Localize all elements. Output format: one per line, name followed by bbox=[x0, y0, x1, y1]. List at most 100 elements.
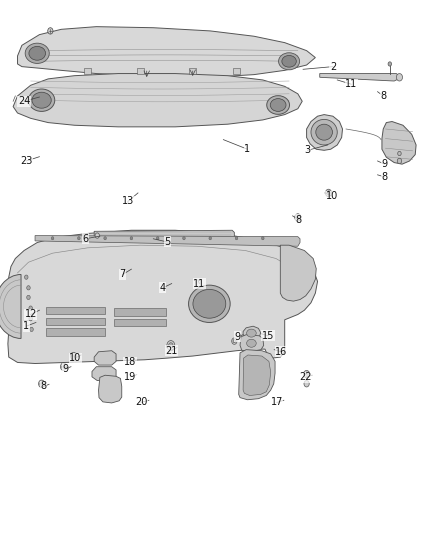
Circle shape bbox=[397, 158, 402, 164]
Circle shape bbox=[304, 370, 310, 378]
Text: 4: 4 bbox=[160, 283, 166, 293]
Polygon shape bbox=[8, 230, 318, 364]
Polygon shape bbox=[99, 375, 122, 403]
Polygon shape bbox=[114, 319, 166, 326]
Text: 19: 19 bbox=[124, 372, 137, 382]
Ellipse shape bbox=[188, 285, 230, 322]
Polygon shape bbox=[240, 335, 264, 352]
Circle shape bbox=[71, 352, 77, 360]
Ellipse shape bbox=[247, 329, 256, 337]
Circle shape bbox=[51, 237, 54, 240]
Ellipse shape bbox=[267, 96, 290, 115]
Text: 6: 6 bbox=[82, 234, 88, 244]
Polygon shape bbox=[114, 308, 166, 316]
Text: 3: 3 bbox=[304, 146, 311, 155]
Circle shape bbox=[261, 237, 264, 240]
Wedge shape bbox=[0, 274, 21, 338]
Circle shape bbox=[39, 380, 45, 387]
Polygon shape bbox=[35, 236, 300, 246]
Polygon shape bbox=[46, 307, 105, 314]
Polygon shape bbox=[320, 74, 399, 81]
Text: 1: 1 bbox=[244, 144, 251, 154]
Circle shape bbox=[233, 340, 236, 343]
Polygon shape bbox=[13, 74, 302, 127]
Circle shape bbox=[29, 306, 32, 310]
Circle shape bbox=[232, 338, 237, 344]
Text: 21: 21 bbox=[166, 346, 178, 356]
Text: 11: 11 bbox=[193, 279, 205, 288]
Circle shape bbox=[167, 341, 175, 350]
Text: 10: 10 bbox=[326, 191, 338, 201]
Circle shape bbox=[235, 237, 238, 240]
Circle shape bbox=[30, 327, 33, 332]
Circle shape bbox=[48, 28, 53, 34]
Circle shape bbox=[295, 214, 301, 221]
Circle shape bbox=[78, 237, 80, 240]
Text: 8: 8 bbox=[41, 382, 47, 391]
Ellipse shape bbox=[28, 89, 55, 111]
Circle shape bbox=[396, 74, 403, 81]
Circle shape bbox=[27, 295, 30, 300]
Polygon shape bbox=[18, 27, 315, 77]
Text: 23: 23 bbox=[20, 156, 32, 166]
Circle shape bbox=[183, 237, 185, 240]
Text: 9: 9 bbox=[63, 364, 69, 374]
Circle shape bbox=[130, 237, 133, 240]
Text: 8: 8 bbox=[296, 215, 302, 224]
Text: 22: 22 bbox=[300, 373, 312, 382]
Text: 8: 8 bbox=[381, 172, 388, 182]
Ellipse shape bbox=[270, 99, 286, 111]
Ellipse shape bbox=[32, 92, 51, 108]
Polygon shape bbox=[94, 351, 116, 365]
Ellipse shape bbox=[193, 289, 226, 318]
Polygon shape bbox=[137, 68, 144, 74]
Text: 15: 15 bbox=[262, 331, 274, 341]
Text: 11: 11 bbox=[345, 79, 357, 89]
Text: 24: 24 bbox=[18, 96, 30, 106]
Text: 9: 9 bbox=[234, 332, 240, 342]
Circle shape bbox=[25, 275, 28, 279]
Ellipse shape bbox=[311, 119, 337, 145]
Text: 17: 17 bbox=[271, 398, 283, 407]
Circle shape bbox=[95, 233, 99, 238]
Text: 8: 8 bbox=[380, 91, 386, 101]
Circle shape bbox=[304, 381, 309, 387]
Text: 13: 13 bbox=[122, 197, 134, 206]
Text: 10: 10 bbox=[69, 353, 81, 363]
Circle shape bbox=[60, 363, 67, 370]
Circle shape bbox=[29, 317, 32, 321]
Polygon shape bbox=[307, 115, 343, 150]
Ellipse shape bbox=[29, 46, 46, 60]
Text: 12: 12 bbox=[25, 310, 37, 319]
Polygon shape bbox=[46, 328, 105, 336]
Ellipse shape bbox=[282, 55, 296, 67]
Text: 7: 7 bbox=[120, 270, 126, 279]
Text: 1: 1 bbox=[23, 321, 29, 331]
Text: 5: 5 bbox=[164, 237, 170, 247]
Text: 20: 20 bbox=[135, 398, 147, 407]
Polygon shape bbox=[280, 245, 316, 301]
Polygon shape bbox=[92, 367, 116, 381]
Polygon shape bbox=[189, 68, 196, 74]
Polygon shape bbox=[46, 318, 105, 325]
Polygon shape bbox=[94, 230, 234, 241]
Circle shape bbox=[398, 151, 401, 156]
Circle shape bbox=[104, 237, 106, 240]
Ellipse shape bbox=[316, 124, 332, 140]
Polygon shape bbox=[233, 68, 240, 74]
Circle shape bbox=[209, 237, 212, 240]
Polygon shape bbox=[243, 355, 271, 395]
Text: 16: 16 bbox=[275, 347, 287, 357]
Ellipse shape bbox=[25, 43, 49, 63]
Circle shape bbox=[388, 62, 392, 66]
Ellipse shape bbox=[247, 340, 256, 348]
Polygon shape bbox=[382, 122, 416, 164]
Circle shape bbox=[156, 237, 159, 240]
Ellipse shape bbox=[279, 53, 300, 70]
Text: 2: 2 bbox=[330, 62, 336, 71]
Polygon shape bbox=[239, 350, 275, 400]
Text: 9: 9 bbox=[381, 159, 388, 169]
Circle shape bbox=[325, 189, 332, 197]
Circle shape bbox=[27, 286, 30, 290]
Polygon shape bbox=[243, 326, 261, 340]
